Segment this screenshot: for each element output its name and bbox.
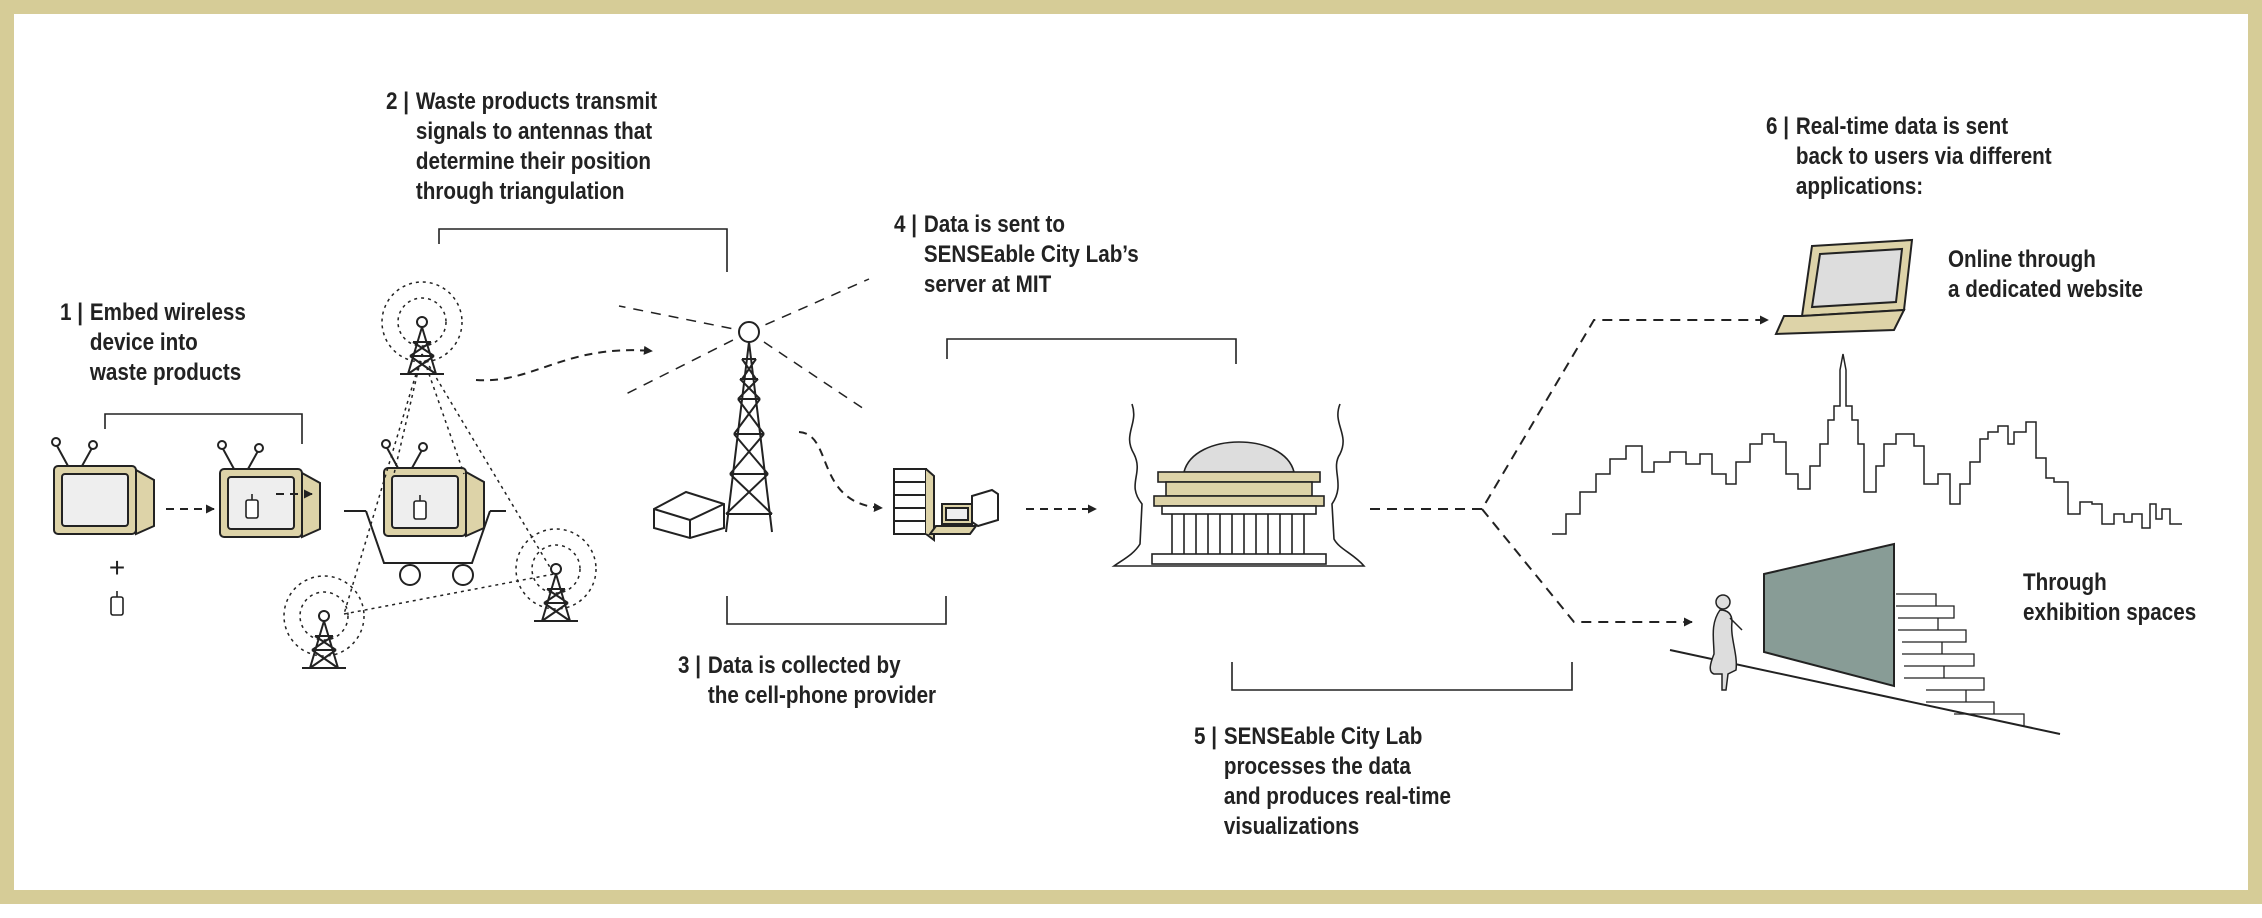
step-number: 5 |	[1194, 723, 1217, 750]
tv-icon	[217, 440, 321, 538]
step-line: Embed wireless	[89, 299, 246, 326]
tv-icon	[381, 439, 485, 537]
step-line: processes the data	[1223, 753, 1411, 780]
app-online-label: Online through a dedicated website	[1948, 245, 2143, 305]
bracket	[104, 413, 303, 444]
cell-tower-icon	[725, 321, 773, 533]
step-2-label: 2 | Waste products transmit signals to a…	[386, 87, 657, 207]
step-line: SENSEable City Lab’s	[923, 241, 1139, 268]
step-number: 3 |	[678, 652, 701, 679]
app-line: Through	[2023, 569, 2107, 596]
antenna-icon	[283, 575, 365, 669]
skyline-icon	[1552, 353, 2182, 535]
brick-wall-icon	[1896, 593, 2025, 726]
step-line: through triangulation	[415, 178, 625, 205]
step-line: waste products	[89, 359, 242, 386]
step-5-label: 5 | SENSEable City Lab processes the dat…	[1194, 722, 1451, 842]
app-line: Online through	[1948, 246, 2096, 273]
step-number: 4 |	[894, 211, 917, 238]
antenna-icon	[381, 281, 463, 375]
step-line: and produces real-time	[1223, 783, 1451, 810]
flow-arrow	[475, 345, 653, 382]
flow-arrow	[1370, 315, 1769, 510]
bracket	[946, 338, 1237, 364]
step-line: Data is sent to	[923, 211, 1065, 238]
step-line: determine their position	[415, 148, 651, 175]
step-number: 2 |	[386, 88, 409, 115]
app-exhibition-label: Through exhibition spaces	[2023, 568, 2196, 628]
bracket	[1231, 662, 1573, 691]
step-line: visualizations	[1223, 813, 1360, 840]
bracket	[438, 228, 728, 272]
step-line: device into	[89, 329, 198, 356]
plus-sign: +	[109, 552, 125, 583]
step-3-label: 3 | Data is collected by the cell-phone …	[678, 651, 936, 711]
tv-icon	[51, 437, 155, 535]
step-line: server at MIT	[923, 271, 1052, 298]
server-icon	[893, 468, 999, 542]
mit-dome-icon	[1111, 403, 1366, 567]
step-line: SENSEable City Lab	[1223, 723, 1423, 750]
step-line: Data is collected by	[707, 652, 901, 679]
step-number: 6 |	[1766, 113, 1789, 140]
antenna-icon	[515, 528, 597, 622]
bracket	[726, 596, 947, 625]
laptop-icon	[1774, 238, 1914, 336]
step-4-label: 4 | Data is sent to SENSEable City Lab’s…	[894, 210, 1139, 300]
wireless-tag-icon	[110, 590, 124, 616]
step-line: Real-time data is sent	[1795, 113, 2009, 140]
step-line: back to users via different	[1795, 143, 2052, 170]
step-number: 1 |	[60, 299, 83, 326]
flow-arrow	[798, 431, 883, 513]
step-1-label: 1 | Embed wireless device into waste pro…	[60, 298, 246, 388]
app-line: a dedicated website	[1948, 276, 2144, 303]
illustration: +	[51, 228, 2182, 735]
step-6-label: 6 | Real-time data is sent back to users…	[1766, 112, 2052, 202]
house-icon	[653, 490, 725, 540]
step-line: the cell-phone provider	[707, 682, 937, 709]
step-line: Waste products transmit	[415, 88, 658, 115]
step-line: applications:	[1795, 173, 1924, 200]
cart-icon	[344, 510, 506, 586]
flow-arrow	[1481, 508, 1693, 627]
app-line: exhibition spaces	[2023, 599, 2197, 626]
step-line: signals to antennas that	[415, 118, 653, 145]
person-icon	[1709, 594, 1743, 691]
